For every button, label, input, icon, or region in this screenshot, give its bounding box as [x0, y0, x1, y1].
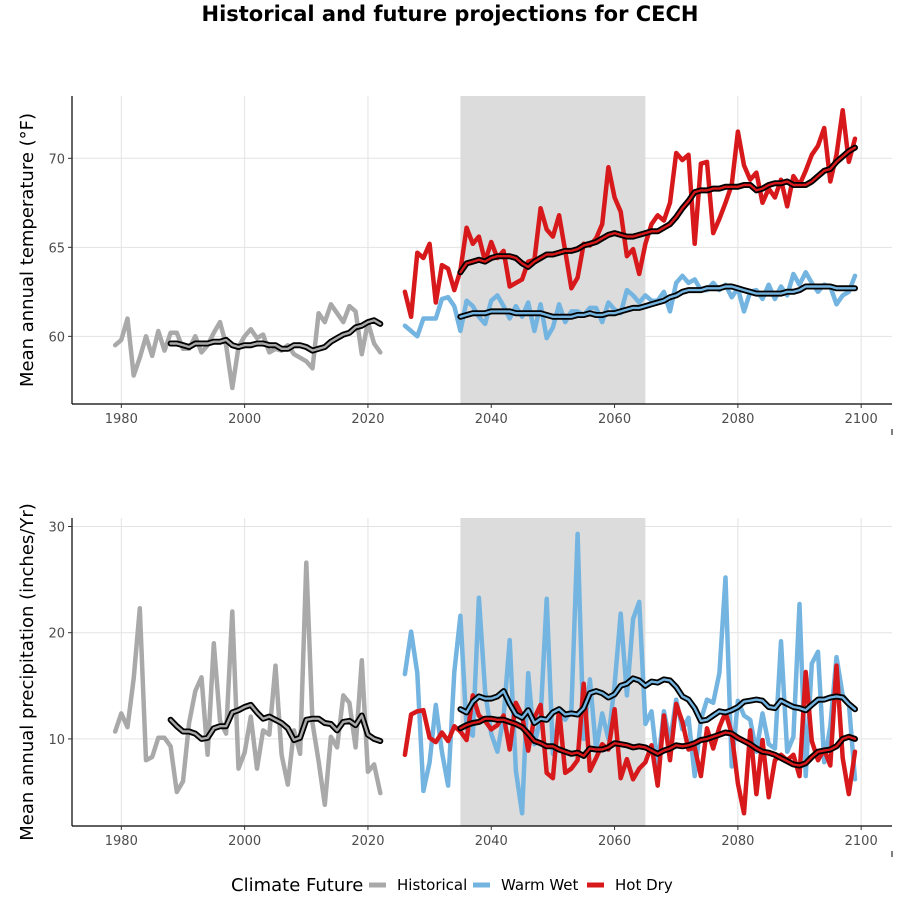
x-tick-label-2020: 2020 [351, 412, 384, 427]
smooth-line-hot-dry [459, 717, 857, 767]
y-tick-label-30: 30 [48, 520, 65, 535]
x-tick-label-2020: 2020 [351, 834, 384, 849]
series-line-historical [112, 302, 383, 391]
smooth-line-historical [169, 319, 382, 352]
x-tick-label-2040: 2040 [475, 412, 508, 427]
x-tick-label-1980: 1980 [105, 412, 138, 427]
y-tick-label-60: 60 [48, 330, 65, 345]
x-tick-label-2040: 2040 [475, 834, 508, 849]
x-tick-label-2060: 2060 [598, 412, 631, 427]
y-tick-label-65: 65 [48, 241, 65, 256]
y-tick-label-70: 70 [48, 152, 65, 167]
precipitation-panel: 1980 2000 2020 2040 2060 2080 2100 10 20 30 Mean a… [17, 503, 893, 857]
smooth-line-warm-wet [459, 677, 857, 725]
legend-item-historical: Historical [369, 876, 467, 894]
smooth-line-warm-wet [459, 285, 857, 318]
smooth-line-hot-dry [459, 146, 857, 274]
x-tick-label-2080: 2080 [721, 834, 754, 849]
legend-label-hot-dry: Hot Dry [615, 876, 673, 894]
series-line-historical [112, 560, 383, 808]
plot-area [112, 107, 858, 391]
y-axis-title: Mean annual precipitation (inches/Yr) [17, 503, 38, 841]
x-tick-label-2060: 2060 [598, 834, 631, 849]
shaded-period [460, 96, 646, 404]
smooth-line-historical [169, 703, 382, 743]
y-axis-title: Mean annual temperature (°F) [17, 113, 38, 387]
series-line-warm-wet [402, 270, 858, 341]
legend-item-warm-wet: Warm Wet [473, 876, 579, 894]
y-tick-label-10: 10 [48, 733, 65, 748]
legend-title: Climate Future [231, 875, 363, 896]
x-tick-label-2100: 2100 [845, 412, 878, 427]
x-tick-label-1980: 1980 [105, 834, 138, 849]
temperature-panel: 1980 2000 2020 2040 2060 2080 2100 60 65 70 Mean a… [17, 96, 893, 435]
x-tick-label-2100: 2100 [845, 834, 878, 849]
chart-title: Historical and future projections for CE… [202, 2, 699, 26]
series-line-warm-wet [402, 531, 858, 816]
legend-label-warm-wet: Warm Wet [501, 876, 579, 894]
legend-item-hot-dry: Hot Dry [587, 876, 673, 894]
x-tick-label-2000: 2000 [228, 834, 261, 849]
plot-area [112, 531, 858, 816]
legend-label-historical: Historical [397, 876, 467, 894]
y-tick-label-20: 20 [48, 627, 65, 642]
x-tick-label-2000: 2000 [228, 412, 261, 427]
x-tick-label-2080: 2080 [721, 412, 754, 427]
legend: Climate Future Historical Warm Wet Hot D… [231, 875, 673, 896]
